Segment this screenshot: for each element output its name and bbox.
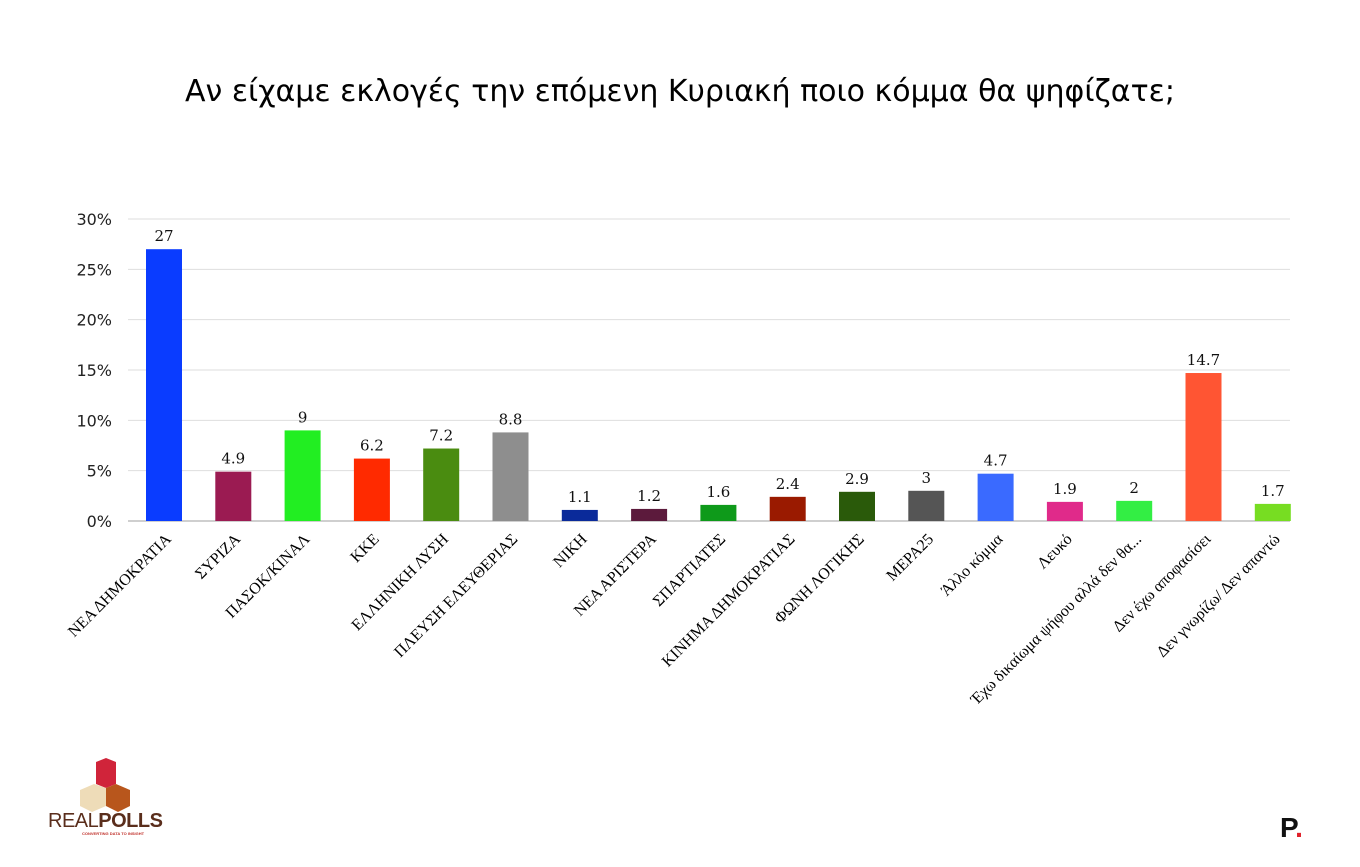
bar xyxy=(908,490,945,521)
data-label: 7.2 xyxy=(429,427,453,445)
data-label: 2.9 xyxy=(845,470,869,488)
bar xyxy=(561,509,598,521)
data-label: 4.7 xyxy=(984,452,1008,470)
bar xyxy=(839,491,875,521)
logo-tagline: CONVERTING DATA TO INSIGHT xyxy=(82,831,145,836)
bar xyxy=(769,496,806,521)
y-tick-label: 30% xyxy=(76,210,112,229)
y-tick-label: 15% xyxy=(76,361,112,380)
y-tick-label: 10% xyxy=(76,411,112,430)
data-label: 1.1 xyxy=(568,488,592,506)
data-label: 14.7 xyxy=(1187,351,1220,369)
data-label: 1.2 xyxy=(637,487,661,505)
bar xyxy=(492,432,529,521)
x-tick-label: Άλλο κόμμα xyxy=(938,530,1007,599)
data-label: 4.9 xyxy=(221,450,245,468)
data-label: 3 xyxy=(922,469,932,487)
bar xyxy=(215,471,252,521)
realpolls-logo: REALPOLLS CONVERTING DATA TO INSIGHT xyxy=(44,758,174,838)
x-tick-label: ΣΥΡΙΖΑ xyxy=(192,530,244,582)
bar xyxy=(284,430,321,521)
x-tick-label: ΝΙΚΗ xyxy=(550,530,591,571)
x-tick-label: Δεν γνωρίζω/ Δεν απαντώ xyxy=(1154,531,1284,661)
data-label: 8.8 xyxy=(499,410,523,428)
x-tick-label: ΣΠΑΡΤΙΑΤΕΣ xyxy=(650,531,729,610)
bar xyxy=(977,473,1014,521)
chart-title: Αν είχαμε εκλογές την επόμενη Κυριακή πο… xyxy=(185,74,1175,109)
data-label: 1.9 xyxy=(1053,480,1077,498)
data-label: 9 xyxy=(298,408,308,426)
y-tick-label: 0% xyxy=(87,512,112,531)
bar xyxy=(146,249,182,521)
x-tick-label: ΜΕΡΑ25 xyxy=(883,531,937,585)
logo-wordmark: REALPOLLS xyxy=(48,810,163,832)
p-logo: P. xyxy=(1280,812,1303,843)
cube-logo-icon xyxy=(80,758,130,812)
y-tick-label: 5% xyxy=(87,462,112,481)
data-label: 1.7 xyxy=(1261,482,1285,500)
x-tick-label: ΚΚΕ xyxy=(347,531,382,566)
bar xyxy=(1116,500,1153,521)
bar xyxy=(1185,373,1222,521)
data-label: 27 xyxy=(154,227,173,245)
bar xyxy=(631,508,668,521)
y-tick-label: 25% xyxy=(76,260,112,279)
data-label: 6.2 xyxy=(360,437,384,455)
bar xyxy=(700,504,737,521)
y-tick-label: 20% xyxy=(76,311,112,330)
bar xyxy=(1254,503,1291,521)
data-label: 2 xyxy=(1129,479,1139,497)
x-tick-label: Λευκό xyxy=(1034,531,1076,573)
bar xyxy=(353,458,390,521)
x-tick-label: ΝΕΑ ΔΗΜΟΚΡΑΤΙΑ xyxy=(65,530,175,640)
bar xyxy=(423,448,460,521)
data-label: 1.6 xyxy=(706,483,730,501)
x-tick-label: ΠΛΕΥΣΗ ΕΛΕΥΘΕΡΙΑΣ xyxy=(391,531,521,661)
bar xyxy=(1046,501,1083,521)
x-tick-label: ΚΙΝΗΜΑ ΔΗΜΟΚΡΑΤΙΑΣ xyxy=(659,531,799,671)
data-label: 2.4 xyxy=(776,475,800,493)
